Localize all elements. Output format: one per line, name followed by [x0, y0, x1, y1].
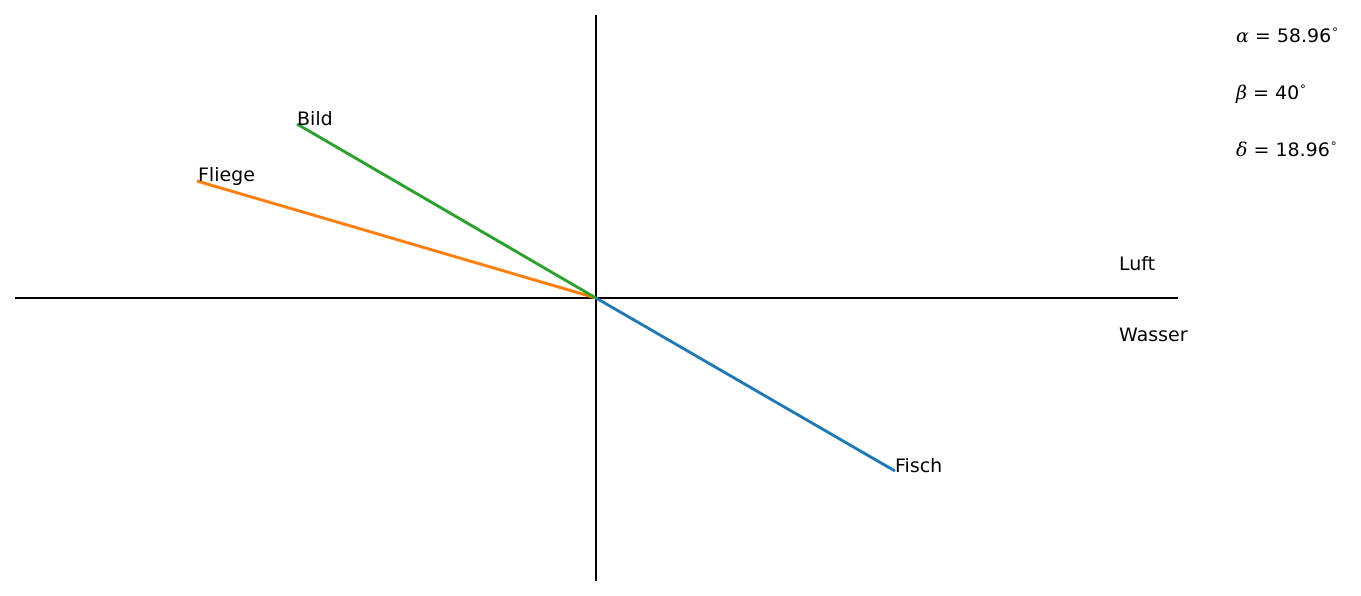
label-wasser: Wasser — [1119, 324, 1188, 346]
beta-value: 40 — [1275, 82, 1299, 104]
delta-value: 18.96 — [1275, 139, 1329, 161]
label-luft: Luft — [1119, 253, 1155, 275]
delta-symbol: δ — [1236, 139, 1247, 161]
angle-delta: δ = 18.96∘ — [1236, 136, 1337, 161]
label-fliege: Fliege — [198, 164, 255, 186]
beta-unit: ∘ — [1299, 79, 1307, 93]
alpha-value: 58.96 — [1277, 25, 1331, 47]
label-fisch: Fisch — [895, 455, 942, 477]
label-bild: Bild — [297, 108, 333, 130]
alpha-unit: ∘ — [1331, 22, 1339, 36]
angle-alpha: α = 58.96∘ — [1236, 22, 1339, 47]
alpha-symbol: α — [1236, 25, 1249, 47]
ray-fliege — [196, 179, 597, 300]
angle-beta: β = 40∘ — [1235, 79, 1307, 104]
ray-fisch — [595, 296, 896, 473]
ray-bild — [296, 122, 597, 300]
beta-symbol: β — [1235, 82, 1247, 104]
delta-unit: ∘ — [1330, 136, 1338, 150]
